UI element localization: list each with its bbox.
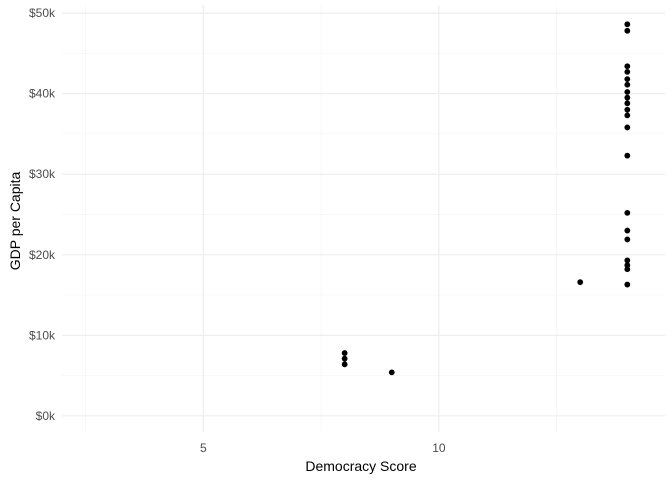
data-point [624, 227, 631, 234]
y-tick-label: $50k [29, 6, 56, 20]
x-tick-label: 5 [200, 441, 207, 455]
data-point [624, 27, 631, 34]
data-point [624, 209, 631, 216]
x-axis-tick-labels: 5 10 [200, 441, 446, 455]
minor-gridlines [62, 5, 665, 432]
data-point [624, 89, 631, 95]
data-point [624, 236, 631, 243]
y-axis-tick-labels: $0k $10k $20k $30k $40k $50k [29, 6, 56, 423]
y-tick-label: $40k [29, 87, 56, 101]
data-points [341, 21, 631, 376]
data-point [624, 21, 631, 28]
data-point [624, 124, 631, 131]
major-gridlines [62, 5, 665, 432]
data-point [624, 106, 631, 113]
y-tick-label: $20k [29, 248, 56, 262]
data-point [341, 361, 348, 368]
data-point [624, 266, 631, 273]
y-tick-label: $10k [29, 328, 56, 342]
data-point [341, 355, 348, 362]
y-tick-label: $0k [36, 409, 56, 423]
data-point [624, 94, 631, 101]
data-point [624, 262, 631, 269]
data-point [624, 76, 631, 83]
data-point [624, 68, 631, 75]
data-point [624, 100, 631, 107]
data-point [341, 350, 348, 356]
data-point [624, 281, 631, 288]
data-point [577, 279, 584, 286]
data-point [388, 369, 395, 376]
y-tick-label: $30k [29, 167, 56, 181]
x-axis-title: Democracy Score [305, 458, 416, 474]
data-point [624, 112, 631, 119]
y-axis-title: GDP per Capita [7, 172, 23, 271]
data-point [624, 81, 631, 88]
data-point [624, 257, 631, 264]
data-point [624, 152, 631, 159]
data-point [624, 63, 631, 70]
x-tick-label: 10 [432, 441, 446, 455]
